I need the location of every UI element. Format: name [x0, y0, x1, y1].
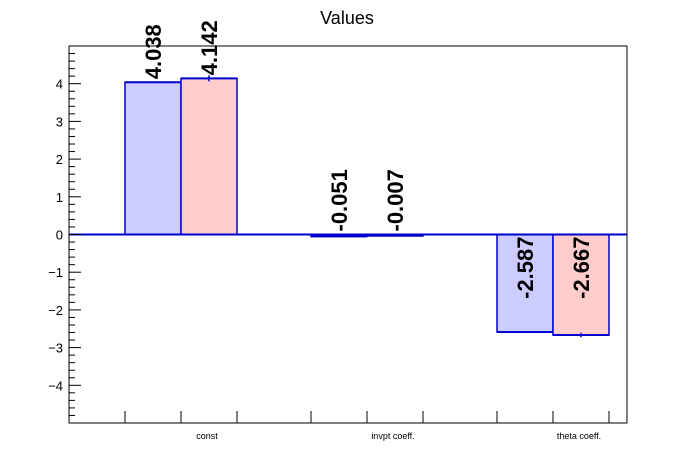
data-label: -0.007: [383, 169, 408, 231]
y-tick-label: −3: [48, 341, 63, 356]
data-label: -2.587: [513, 237, 538, 299]
data-label: 4.038: [141, 24, 166, 79]
category-label: const: [196, 431, 218, 441]
data-label: -2.667: [569, 237, 594, 299]
y-tick-label: −2: [48, 303, 63, 318]
y-tick-label: 0: [56, 228, 63, 243]
y-tick-label: 4: [56, 77, 63, 92]
category-label: invpt coeff.: [371, 431, 414, 441]
bar-series-2: [180, 77, 238, 236]
chart-title: Values: [320, 8, 374, 28]
data-label: 4.142: [197, 20, 222, 75]
y-tick-label: −1: [48, 265, 63, 280]
bar-series-1: [496, 233, 554, 333]
y-tick-label: 3: [56, 114, 63, 129]
category-label: theta coeff.: [557, 431, 601, 441]
bar-series-1: [124, 81, 182, 236]
y-tick-label: −4: [48, 378, 63, 393]
data-label: -0.051: [327, 169, 352, 231]
y-tick-label: 2: [56, 152, 63, 167]
y-tick-label: 1: [56, 190, 63, 205]
